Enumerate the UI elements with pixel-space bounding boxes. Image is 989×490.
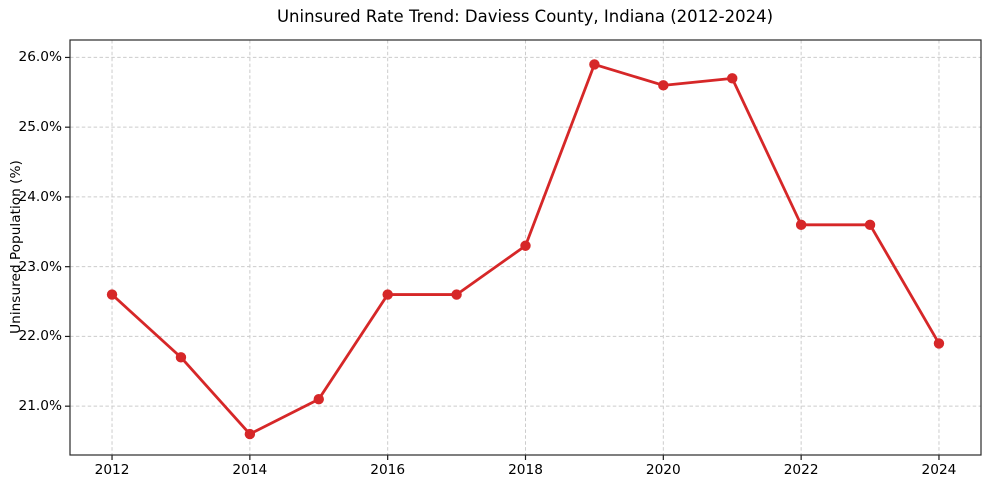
x-tick-label: 2012 <box>94 462 130 478</box>
y-tick-label: 24.0% <box>18 188 62 205</box>
y-axis-label: Uninsured Population (%) <box>8 160 24 334</box>
x-tick-label: 2024 <box>921 462 957 478</box>
data-point-marker <box>727 73 738 84</box>
x-tick-label: 2020 <box>645 462 681 478</box>
data-point-marker <box>589 59 600 70</box>
y-tick-label: 23.0% <box>18 258 62 275</box>
data-point-marker <box>313 394 324 405</box>
data-point-marker <box>106 289 118 300</box>
plot-area <box>65 39 982 460</box>
data-point-marker <box>244 428 256 440</box>
y-tick-label: 21.0% <box>18 398 62 415</box>
x-tick-label: 2022 <box>783 462 819 478</box>
data-point-marker <box>864 219 876 231</box>
data-point-marker <box>175 352 187 363</box>
x-tick-label: 2014 <box>232 462 268 478</box>
plot-frame <box>69 39 982 456</box>
chart-canvas <box>65 39 982 460</box>
data-point-marker <box>795 219 807 231</box>
x-tick-label: 2016 <box>370 462 406 478</box>
y-tick-label: 26.0% <box>18 49 62 66</box>
data-point-marker <box>933 338 945 349</box>
data-point-marker <box>382 289 393 300</box>
data-point-marker <box>520 240 531 251</box>
y-tick-label: 25.0% <box>18 119 62 136</box>
x-tick-label: 2018 <box>508 462 543 478</box>
data-point-marker <box>658 80 669 91</box>
y-tick-label: 22.0% <box>18 328 62 345</box>
chart-title: Uninsured Rate Trend: Daviess County, In… <box>276 7 774 26</box>
data-point-marker <box>451 289 462 300</box>
